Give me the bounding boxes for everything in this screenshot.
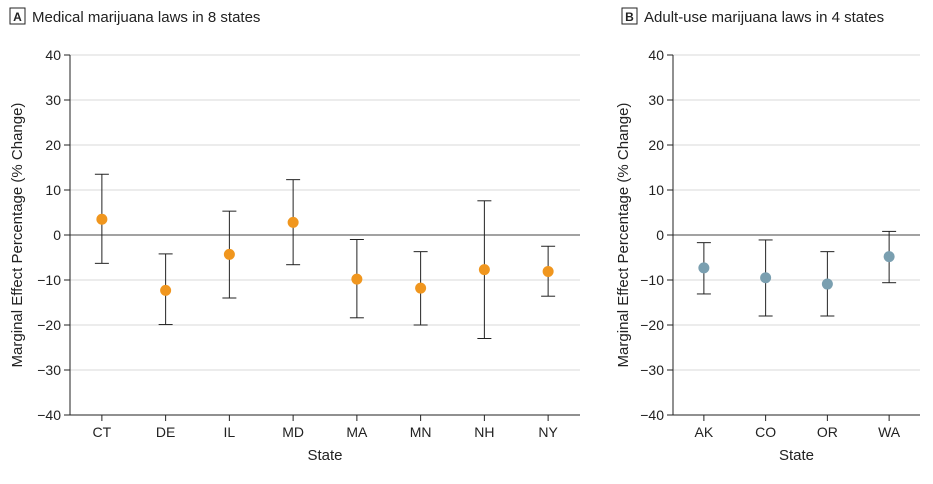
x-tick-label: DE bbox=[156, 424, 175, 440]
x-tick-label: MA bbox=[346, 424, 368, 440]
panel-label: B bbox=[625, 10, 634, 24]
y-tick-label: −30 bbox=[640, 362, 664, 378]
x-axis-title: State bbox=[307, 447, 342, 464]
y-tick-label: −20 bbox=[37, 317, 61, 333]
y-tick-label: 40 bbox=[45, 47, 61, 63]
x-tick-label: AK bbox=[695, 424, 714, 440]
y-tick-label: −20 bbox=[640, 317, 664, 333]
x-axis-title: State bbox=[779, 447, 814, 464]
panel-label-box bbox=[9, 7, 26, 25]
y-axis-title: Marginal Effect Percentage (% Change) bbox=[615, 103, 632, 368]
y-tick-label: −10 bbox=[640, 272, 664, 288]
data-point bbox=[160, 284, 172, 296]
x-tick-label: MD bbox=[282, 424, 304, 440]
data-point bbox=[478, 264, 490, 276]
data-point bbox=[223, 248, 235, 260]
chart-title: Adult-use marijuana laws in 4 states bbox=[644, 9, 884, 26]
y-tick-label: 0 bbox=[656, 227, 664, 243]
y-tick-label: 20 bbox=[648, 137, 664, 153]
x-tick-label: CO bbox=[755, 424, 776, 440]
y-tick-label: 30 bbox=[648, 92, 664, 108]
y-tick-label: −40 bbox=[640, 407, 664, 423]
data-point bbox=[698, 262, 710, 274]
x-tick-label: WA bbox=[878, 424, 901, 440]
x-tick-label: IL bbox=[224, 424, 236, 440]
panel-label: A bbox=[13, 10, 22, 24]
x-tick-label: OR bbox=[817, 424, 838, 440]
x-tick-label: CT bbox=[93, 424, 112, 440]
y-tick-label: −10 bbox=[37, 272, 61, 288]
data-point bbox=[287, 216, 299, 228]
data-point bbox=[883, 251, 895, 263]
panel-label-box bbox=[621, 7, 638, 25]
y-axis-title: Marginal Effect Percentage (% Change) bbox=[9, 103, 26, 368]
y-tick-label: 10 bbox=[648, 182, 664, 198]
data-point bbox=[760, 272, 772, 284]
data-point bbox=[415, 282, 427, 294]
data-point bbox=[821, 278, 833, 290]
data-point bbox=[542, 265, 554, 277]
y-tick-label: 40 bbox=[648, 47, 664, 63]
y-tick-label: 0 bbox=[53, 227, 61, 243]
y-tick-label: −30 bbox=[37, 362, 61, 378]
x-tick-label: NH bbox=[474, 424, 494, 440]
x-tick-label: NY bbox=[538, 424, 558, 440]
y-tick-label: −40 bbox=[37, 407, 61, 423]
chart-panel-a: A Medical marijuana laws in 8 states 40 30 2… bbox=[9, 7, 580, 464]
chart-title: Medical marijuana laws in 8 states bbox=[32, 9, 260, 26]
y-tick-label: 30 bbox=[45, 92, 61, 108]
chart-panel-b: B Adult-use marijuana laws in 4 states 40 3… bbox=[615, 7, 920, 464]
data-point bbox=[96, 213, 108, 225]
data-point bbox=[351, 273, 363, 285]
x-tick-label: MN bbox=[410, 424, 432, 440]
y-tick-label: 20 bbox=[45, 137, 61, 153]
y-tick-label: 10 bbox=[45, 182, 61, 198]
